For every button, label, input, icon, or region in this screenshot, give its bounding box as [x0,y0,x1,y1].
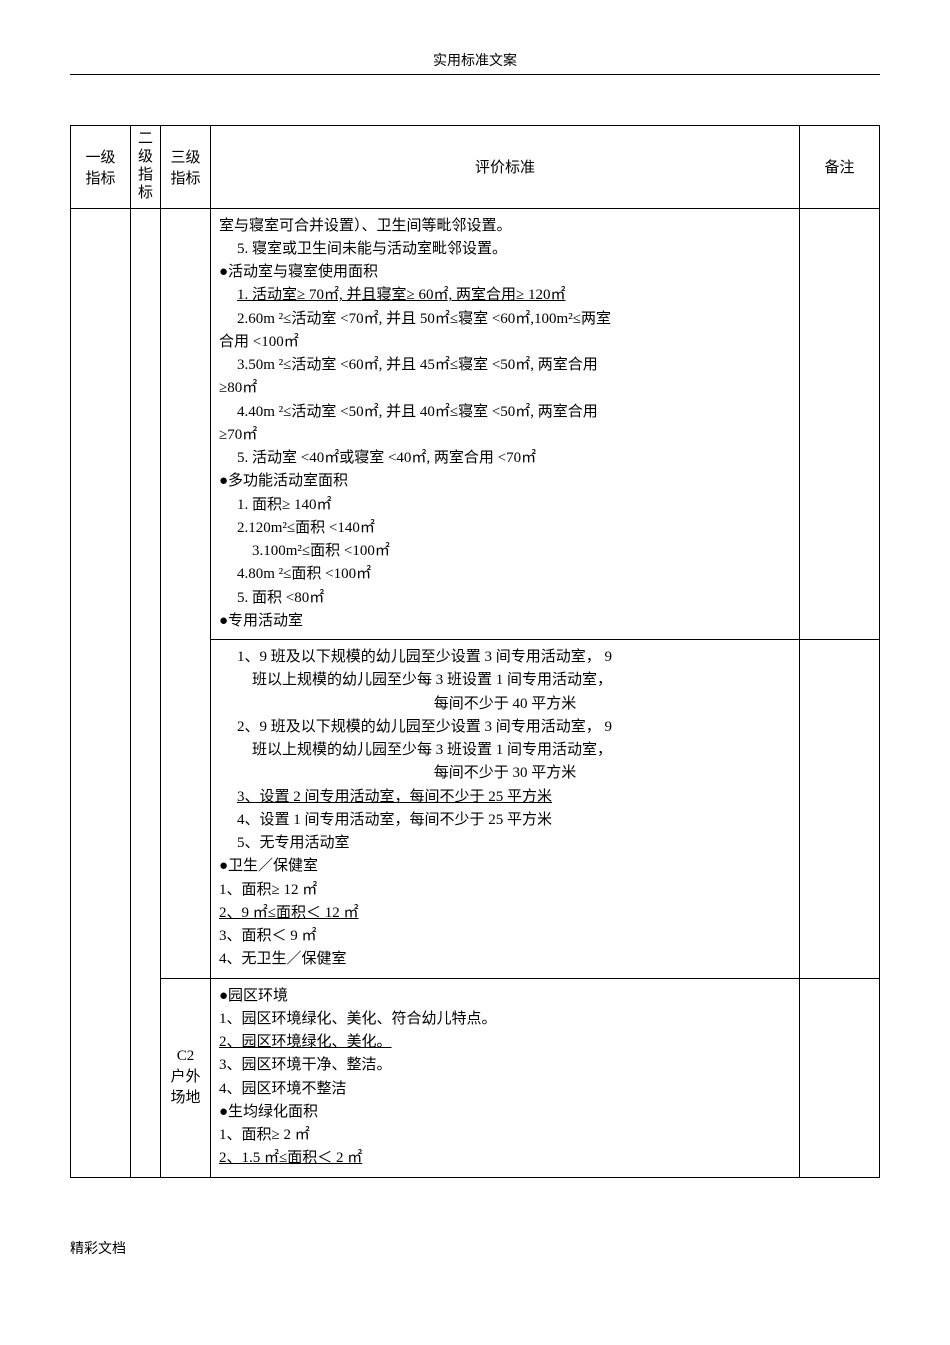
criteria-line: 2、园区环境绿化、美化。 [219,1031,791,1054]
criteria-line: ●卫生／保健室 [219,855,791,878]
cell-level3-empty [161,208,211,978]
criteria-line: ●活动室与寝室使用面积 [219,261,791,284]
criteria-line: 2、1.5 ㎡≤面积＜ 2 ㎡ [219,1147,791,1170]
criteria-line: 3.50m ²≤活动室 <60㎡, 并且 45㎡≤寝室 <50㎡, 两室合用 [219,354,791,377]
criteria-line: 3、面积＜ 9 ㎡ [219,925,791,948]
criteria-line: 班以上规模的幼儿园至少每 3 班设置 1 间专用活动室， [219,739,791,762]
criteria-line: 3.100m²≤面积 <100㎡ [219,540,791,563]
criteria-line: 5. 面积 <80㎡ [219,587,791,610]
cell-remark [800,640,880,979]
criteria-line: 合用 <100㎡ [219,331,791,354]
cell-criteria-block1: 室与寝室可合并设置）、卫生间等毗邻设置。5. 寝室或卫生间未能与活动室毗邻设置。… [211,208,800,640]
table-header-row: 一级 指标 二级指标 三级 指标 评价标准 备注 [71,126,880,209]
col-header-level3: 三级 指标 [161,126,211,209]
criteria-line: 5. 活动室 <40㎡或寝室 <40㎡, 两室合用 <70㎡ [219,447,791,470]
criteria-line: ●多功能活动室面积 [219,470,791,493]
col-header-criteria: 评价标准 [211,126,800,209]
criteria-line: 1、园区环境绿化、美化、符合幼儿特点。 [219,1008,791,1031]
criteria-line: 1、9 班及以下规模的幼儿园至少设置 3 间专用活动室， 9 [219,646,791,669]
criteria-line: 2.60m ²≤活动室 <70㎡, 并且 50㎡≤寝室 <60㎡,100m²≤两… [219,308,791,331]
cell-criteria-block3: ●园区环境1、园区环境绿化、美化、符合幼儿特点。2、园区环境绿化、美化。 3、园… [211,978,800,1177]
criteria-line: 4、设置 1 间专用活动室，每间不少于 25 平方米 [219,809,791,832]
col-header-level2: 二级指标 [131,126,161,209]
criteria-line: 2、9 班及以下规模的幼儿园至少设置 3 间专用活动室， 9 [219,716,791,739]
criteria-line: ≥80㎡ [219,377,791,400]
criteria-line: 1、面积≥ 12 ㎡ [219,879,791,902]
criteria-line: 2、9 ㎡≤面积＜ 12 ㎡ [219,902,791,925]
criteria-line: 5. 寝室或卫生间未能与活动室毗邻设置。 [219,238,791,261]
criteria-line: 1. 活动室≥ 70㎡, 并且寝室≥ 60㎡, 两室合用≥ 120㎡ [219,284,791,307]
criteria-line: 3、设置 2 间专用活动室，每间不少于 25 平方米 [219,786,791,809]
criteria-line: 3、园区环境干净、整洁。 [219,1054,791,1077]
criteria-line: 班以上规模的幼儿园至少每 3 班设置 1 间专用活动室， [219,669,791,692]
criteria-line: 1. 面积≥ 140㎡ [219,494,791,517]
criteria-line: ●园区环境 [219,985,791,1008]
criteria-line: 4、无卫生／保健室 [219,948,791,971]
criteria-line: 1、面积≥ 2 ㎡ [219,1124,791,1147]
criteria-line: 5、无专用活动室 [219,832,791,855]
criteria-line: 每间不少于 40 平方米 [219,693,791,716]
col-header-level1: 一级 指标 [71,126,131,209]
cell-remark [800,208,880,640]
criteria-line: ≥70㎡ [219,424,791,447]
table-row: C2 户外 场地 ●园区环境1、园区环境绿化、美化、符合幼儿特点。2、园区环境绿… [71,978,880,1177]
evaluation-table: 一级 指标 二级指标 三级 指标 评价标准 备注 室与寝室可合并设置）、卫生间等… [70,125,880,1178]
criteria-line: 4.40m ²≤活动室 <50㎡, 并且 40㎡≤寝室 <50㎡, 两室合用 [219,401,791,424]
criteria-line: 室与寝室可合并设置）、卫生间等毗邻设置。 [219,215,791,238]
cell-level2 [131,208,161,1177]
criteria-line: ●生均绿化面积 [219,1101,791,1124]
page-header-title: 实用标准文案 [70,50,880,70]
page-header-underline [70,74,880,75]
criteria-line: 每间不少于 30 平方米 [219,762,791,785]
criteria-line: 4、园区环境不整洁 [219,1078,791,1101]
cell-level3-c2: C2 户外 场地 [161,978,211,1177]
table-row: 室与寝室可合并设置）、卫生间等毗邻设置。5. 寝室或卫生间未能与活动室毗邻设置。… [71,208,880,640]
cell-remark [800,978,880,1177]
col-header-remark: 备注 [800,126,880,209]
cell-level1 [71,208,131,1177]
document-page: 实用标准文案 一级 指标 二级指标 三级 指标 评价标准 备注 室与寝室可合并设… [0,0,950,1298]
cell-criteria-block2: 1、9 班及以下规模的幼儿园至少设置 3 间专用活动室， 9班以上规模的幼儿园至… [211,640,800,979]
criteria-line: ●专用活动室 [219,610,791,633]
criteria-line: 2.120m²≤面积 <140㎡ [219,517,791,540]
page-footer: 精彩文档 [70,1238,880,1258]
criteria-line: 4.80m ²≤面积 <100㎡ [219,563,791,586]
